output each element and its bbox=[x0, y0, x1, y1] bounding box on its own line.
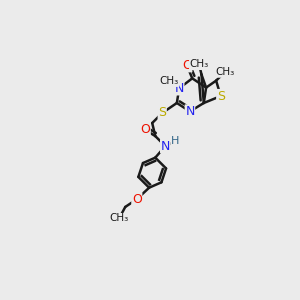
Text: S: S bbox=[217, 90, 225, 103]
Text: N: N bbox=[185, 105, 195, 118]
Text: CH₃: CH₃ bbox=[215, 67, 234, 77]
Text: N: N bbox=[160, 140, 170, 153]
Text: CH₃: CH₃ bbox=[110, 214, 129, 224]
Text: CH₃: CH₃ bbox=[190, 59, 209, 70]
Text: O: O bbox=[182, 59, 192, 72]
Text: N: N bbox=[175, 82, 184, 95]
Text: H: H bbox=[171, 136, 179, 146]
Text: CH₃: CH₃ bbox=[160, 76, 179, 86]
Text: O: O bbox=[132, 193, 142, 206]
Text: O: O bbox=[140, 123, 150, 136]
Text: S: S bbox=[158, 106, 166, 119]
